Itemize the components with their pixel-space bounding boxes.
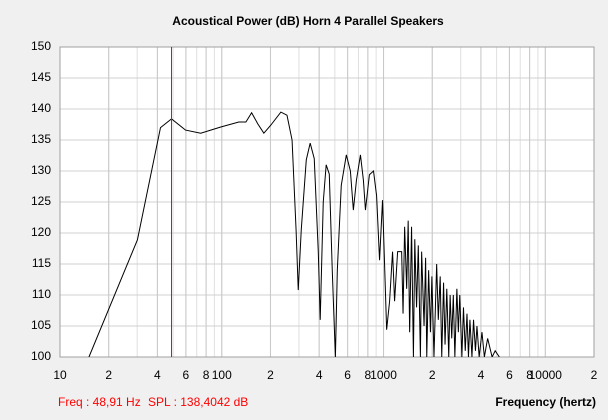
x-tick-label: 6 [344, 368, 351, 382]
x-tick-label: 1000 [370, 368, 397, 382]
y-tick-label: 150 [31, 39, 51, 53]
x-tick-label: 10000 [529, 368, 563, 382]
x-axis-label: Frequency (hertz) [495, 395, 596, 409]
x-tick-label: 2 [105, 368, 112, 382]
x-tick-label: 8 [203, 368, 210, 382]
y-tick-label: 145 [31, 70, 51, 84]
x-tick-label: 4 [316, 368, 323, 382]
chart-title: Acoustical Power (dB) Horn 4 Parallel Sp… [172, 14, 444, 28]
x-tick-label: 10 [53, 368, 67, 382]
x-tick-label: 2 [429, 368, 436, 382]
x-tick-label: 100 [212, 368, 232, 382]
y-tick-label: 110 [32, 287, 51, 301]
spl-readout: SPL : 138,4042 dB [148, 395, 248, 409]
x-tick-label: 2 [267, 368, 274, 382]
x-tick-label: 6 [183, 368, 190, 382]
plot-border [59, 46, 595, 358]
freq-readout: Freq : 48,91 Hz [58, 395, 141, 409]
y-tick-label: 135 [31, 132, 51, 146]
y-tick-label: 130 [31, 163, 51, 177]
x-tick-label: 4 [154, 368, 161, 382]
x-tick-label: 4 [478, 368, 485, 382]
y-tick-label: 125 [31, 194, 51, 208]
y-tick-label: 100 [31, 349, 51, 363]
y-tick-label: 120 [31, 225, 51, 239]
x-tick-label: 8 [526, 368, 533, 382]
x-tick-label: 6 [506, 368, 513, 382]
y-tick-label: 140 [31, 101, 51, 115]
y-tick-label: 105 [31, 318, 51, 332]
response-curve [88, 111, 500, 357]
x-tick-label: 2 [591, 368, 598, 382]
x-tick-label: 8 [365, 368, 372, 382]
y-tick-label: 115 [32, 256, 51, 270]
